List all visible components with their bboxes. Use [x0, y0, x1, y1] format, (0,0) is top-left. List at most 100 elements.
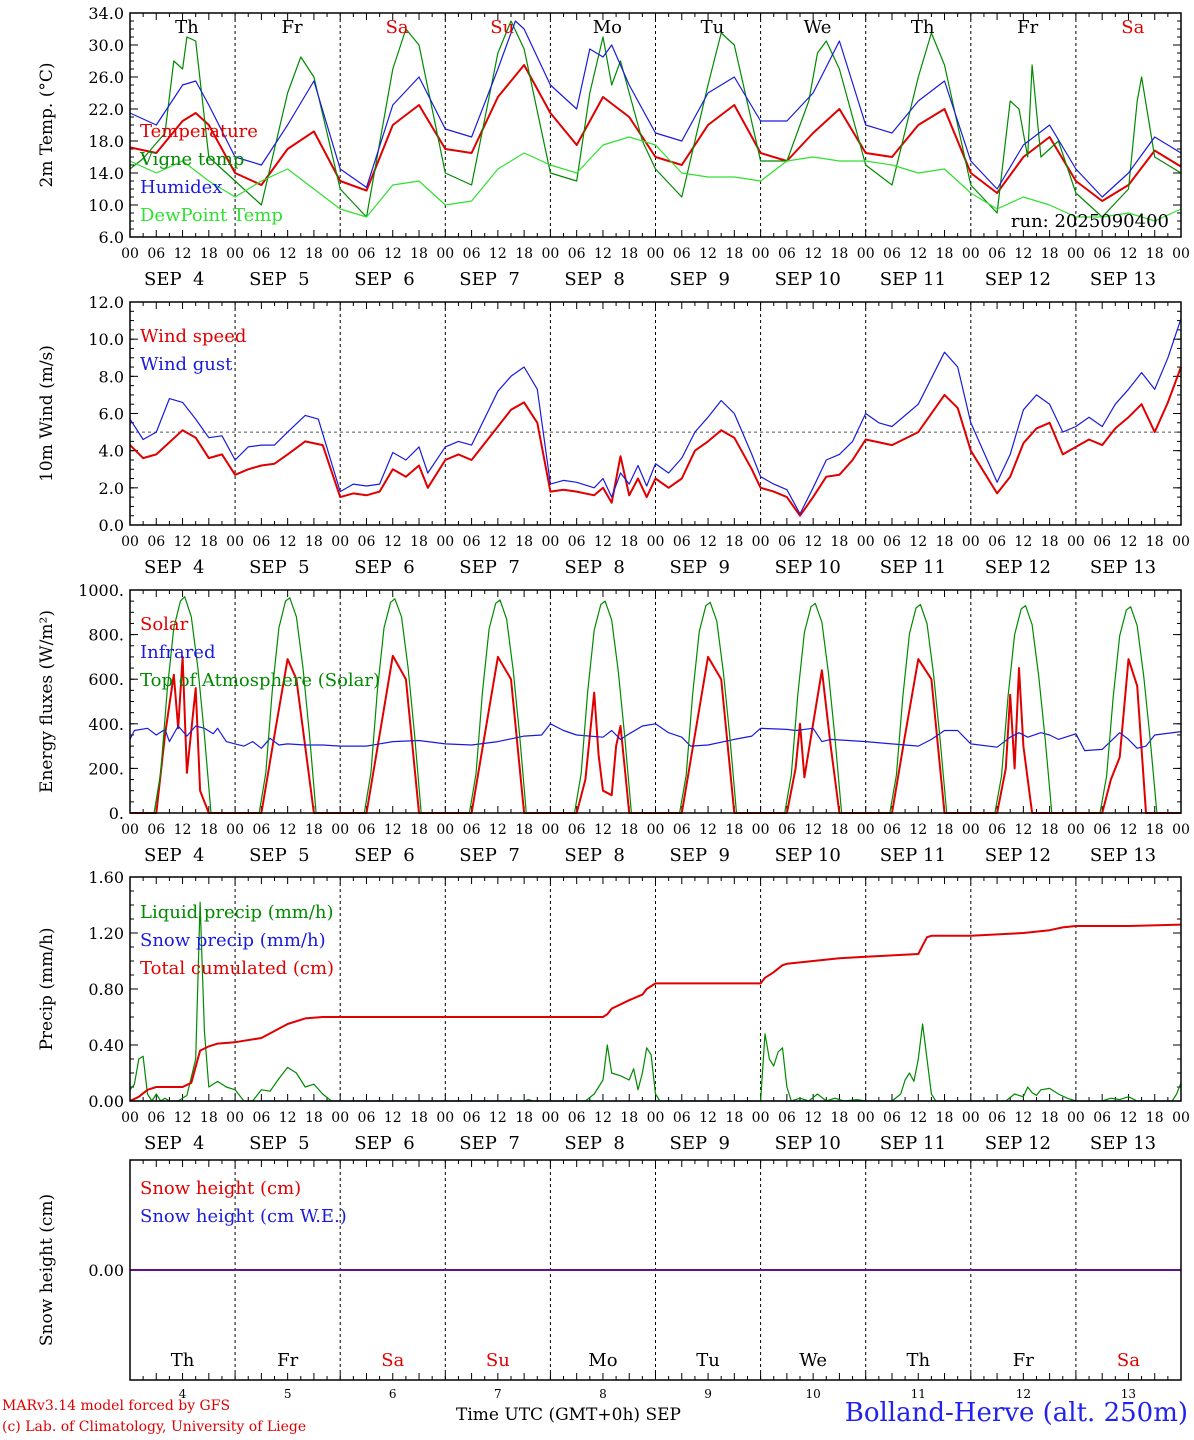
hour-label: 06: [778, 1110, 796, 1126]
hour-label: 12: [1120, 822, 1138, 838]
hour-label: 06: [883, 246, 901, 262]
hour-label: 00: [121, 246, 139, 262]
hour-label: 00: [857, 822, 875, 838]
hour-label: 18: [936, 246, 954, 262]
date-label: SEP 7: [459, 557, 519, 578]
hour-label: 12: [1014, 534, 1032, 550]
panel-5: 0.00 Snow height (cm) Snow height (cm) Snow…: [37, 1159, 1182, 1401]
plot-frame: [129, 301, 1182, 526]
date-label: SEP 13: [1090, 269, 1156, 290]
panel-4: 0.00 0.40 0.80 1.20 1.60 Precip (mm/h) Liquid …: [37, 868, 1190, 1154]
hour-label: 18: [725, 534, 743, 550]
hour-label: 00: [436, 246, 454, 262]
date-label: SEP 4: [144, 845, 204, 866]
hour-label: 18: [515, 534, 533, 550]
hour-label: 06: [463, 534, 481, 550]
y-tick-label: 12.0: [88, 293, 124, 312]
hour-label: 18: [831, 534, 849, 550]
date-label: SEP 10: [775, 1133, 841, 1154]
day-abbr-label: Tu: [696, 1350, 720, 1371]
hour-label: 18: [1146, 822, 1164, 838]
hour-label: 06: [463, 246, 481, 262]
legend-entry: Snow precip (mm/h): [140, 930, 326, 951]
day-number-label: 13: [1121, 1387, 1136, 1401]
hour-label: 06: [673, 246, 691, 262]
hour-label: 00: [962, 822, 980, 838]
hour-label: 06: [1093, 1110, 1111, 1126]
hour-label: 18: [1146, 1110, 1164, 1126]
hour-label: 06: [358, 822, 376, 838]
hour-label: 18: [515, 822, 533, 838]
day-abbr-label: Sa: [386, 17, 409, 38]
day-abbr-label: Sa: [1121, 17, 1144, 38]
date-label: SEP 12: [985, 845, 1051, 866]
y-tick-label: 6.0: [99, 228, 124, 247]
hour-label: 18: [200, 1110, 218, 1126]
hour-label: 18: [200, 246, 218, 262]
y-tick-label: 0.40: [88, 1036, 124, 1055]
y-tick-label: 8.0: [99, 367, 124, 386]
y-tick-label: 600.: [88, 670, 124, 689]
day-abbr-label: Fr: [1013, 1350, 1034, 1371]
y-axis-label: Energy fluxes (W/m²): [37, 610, 57, 793]
y-tick-label: 22.0: [88, 100, 124, 119]
hour-label: 00: [962, 534, 980, 550]
hour-label: 18: [515, 1110, 533, 1126]
date-label: SEP 12: [985, 269, 1051, 290]
y-tick-label: 400.: [88, 715, 124, 734]
hour-label: 18: [936, 1110, 954, 1126]
hour-label: 18: [410, 246, 428, 262]
date-label: SEP 9: [670, 1133, 730, 1154]
date-label: SEP 11: [880, 845, 946, 866]
series-line: [129, 923, 1182, 1102]
hour-label: 12: [489, 534, 507, 550]
hour-label: 12: [1120, 1110, 1138, 1126]
hour-label: 18: [305, 1110, 323, 1126]
hour-label: 06: [568, 534, 586, 550]
date-label: SEP 9: [670, 845, 730, 866]
hour-label: 18: [620, 246, 638, 262]
hour-label: 18: [725, 1110, 743, 1126]
date-label: SEP 12: [985, 557, 1051, 578]
plot-frame: [129, 876, 1182, 1102]
day-abbr-label: Su: [486, 1350, 510, 1371]
y-tick-label: 200.: [88, 759, 124, 778]
hour-label: 00: [962, 1110, 980, 1126]
y-tick-label: 0.00: [88, 1261, 124, 1280]
hour-label: 12: [594, 246, 612, 262]
legend-entry: Vigne temp: [139, 149, 244, 170]
y-axis-label: Precip (mm/h): [37, 927, 57, 1050]
day-number-label: 12: [1016, 1387, 1031, 1401]
hour-label: 12: [699, 246, 717, 262]
y-tick-label: 6.0: [99, 405, 124, 424]
hour-label: 00: [647, 1110, 665, 1126]
legend-entry: Wind speed: [140, 326, 246, 347]
hour-label: 00: [226, 534, 244, 550]
date-label: SEP 6: [354, 557, 414, 578]
hour-label: 06: [778, 822, 796, 838]
hour-label: 18: [1041, 1110, 1059, 1126]
hour-label: 00: [1067, 246, 1085, 262]
station-title: Bolland-Herve (alt. 250m): [844, 1398, 1188, 1428]
hour-label: 18: [831, 246, 849, 262]
legend-entry: Temperature: [140, 121, 258, 142]
date-label: SEP 6: [354, 1133, 414, 1154]
hour-label: 12: [279, 246, 297, 262]
y-tick-label: 0.80: [88, 980, 124, 999]
hour-label: 00: [1172, 534, 1190, 550]
hour-label: 06: [673, 534, 691, 550]
hour-label: 18: [725, 246, 743, 262]
day-number-label: 8: [599, 1387, 607, 1401]
day-abbr-label: Th: [175, 17, 199, 38]
hour-label: 00: [331, 822, 349, 838]
hour-label: 18: [1146, 246, 1164, 262]
day-abbr-label: Mo: [593, 17, 622, 38]
hour-label: 18: [620, 1110, 638, 1126]
hour-label: 12: [384, 822, 402, 838]
hour-label: 18: [515, 246, 533, 262]
y-tick-label: 0.00: [88, 1092, 124, 1111]
hour-label: 12: [1014, 246, 1032, 262]
day-abbr-label: Fr: [281, 17, 302, 38]
day-abbr-label: Tu: [701, 17, 725, 38]
hour-label: 06: [568, 822, 586, 838]
